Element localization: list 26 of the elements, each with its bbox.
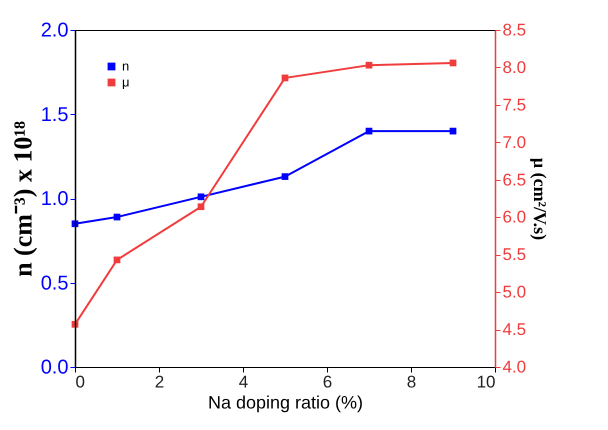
x-tick-label: 4 — [238, 372, 248, 392]
x-axis-title: Na doping ratio (%) — [208, 392, 364, 412]
y2-tick-label: 4.0 — [502, 358, 526, 376]
x-tick-label: 2 — [154, 372, 164, 392]
y2-axis-title: μ (cm²/V.s) — [530, 158, 550, 240]
y-tick-label: 1.5 — [40, 104, 68, 126]
y2-tick-label: 8.0 — [502, 58, 526, 77]
x-tick-label: 10 — [476, 372, 496, 392]
y-tick-label: 2.0 — [40, 20, 68, 42]
y2-tick-label: 7.5 — [502, 95, 526, 114]
y2-tick-label: 7.0 — [502, 132, 526, 152]
y2-tick-label: 8.5 — [502, 20, 526, 40]
y2-tick-label: 6.5 — [502, 170, 526, 190]
y2-tick-label: 5.5 — [502, 245, 526, 264]
x-tick-label: 6 — [322, 372, 332, 392]
y-axis-title: n (cm⁻³) x 10¹⁸ — [8, 120, 38, 277]
y2-tick-label: 5.0 — [502, 282, 526, 302]
y2-tick-label: 4.5 — [502, 320, 526, 340]
x-tick-label: 0 — [76, 372, 85, 392]
y-tick-label: 0.5 — [40, 272, 68, 294]
y-tick-label: 1.0 — [40, 188, 68, 210]
legend-label: μ — [122, 74, 130, 90]
legend-label: n — [122, 58, 130, 74]
y2-tick-label: 6.0 — [502, 208, 526, 227]
y-tick-label: 0.0 — [40, 356, 68, 378]
x-tick-label: 8 — [406, 372, 416, 392]
